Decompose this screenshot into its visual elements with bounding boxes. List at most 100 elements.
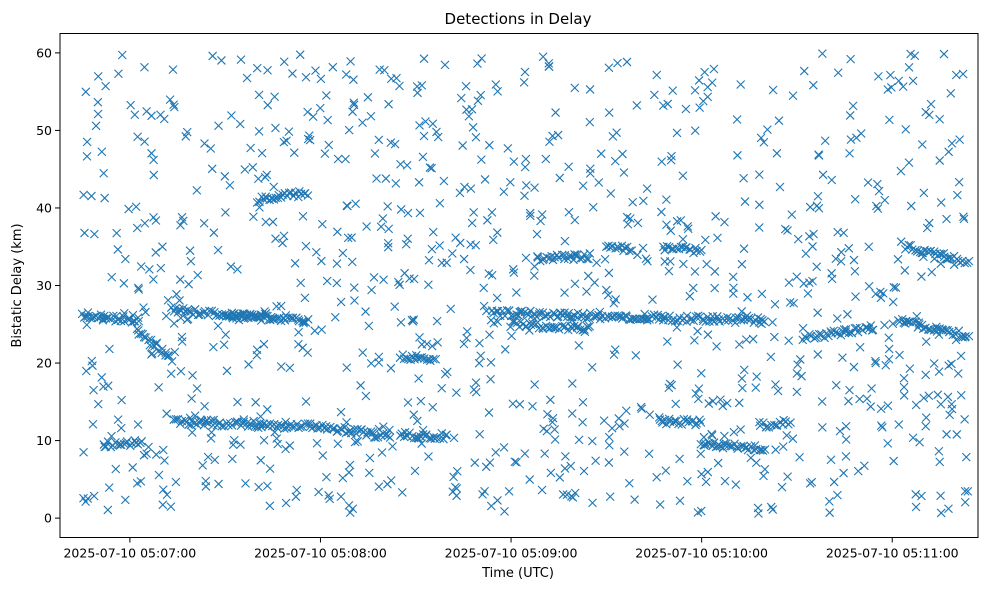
data-point bbox=[666, 155, 676, 165]
y-tick-label: 50 bbox=[36, 123, 52, 138]
data-point bbox=[535, 307, 545, 317]
data-point bbox=[144, 265, 154, 274]
data-point bbox=[192, 384, 202, 393]
data-point bbox=[785, 297, 795, 307]
data-point bbox=[691, 312, 701, 322]
data-point bbox=[754, 223, 764, 232]
data-point bbox=[788, 434, 798, 444]
data-point bbox=[797, 371, 806, 381]
data-point bbox=[421, 117, 430, 126]
data-point bbox=[459, 254, 469, 264]
data-point bbox=[832, 314, 842, 323]
data-point bbox=[172, 289, 181, 299]
data-point bbox=[439, 434, 448, 444]
data-point bbox=[133, 132, 143, 142]
data-point bbox=[383, 242, 393, 252]
data-point bbox=[588, 498, 597, 508]
data-point bbox=[260, 172, 270, 182]
data-point bbox=[954, 177, 964, 187]
data-point bbox=[480, 175, 490, 184]
data-point bbox=[245, 310, 255, 320]
data-point bbox=[384, 99, 393, 109]
data-point bbox=[601, 285, 611, 295]
data-point bbox=[637, 404, 647, 414]
data-point bbox=[963, 486, 973, 496]
data-point bbox=[184, 306, 194, 316]
data-point bbox=[371, 433, 380, 443]
data-point bbox=[187, 428, 197, 437]
data-point bbox=[147, 148, 156, 158]
data-point bbox=[219, 340, 229, 350]
data-point bbox=[701, 317, 711, 327]
data-point bbox=[548, 413, 558, 423]
data-point bbox=[208, 51, 218, 61]
data-point bbox=[694, 76, 704, 85]
data-point bbox=[851, 292, 860, 301]
data-point bbox=[553, 130, 563, 140]
data-point bbox=[81, 87, 91, 97]
data-point bbox=[460, 182, 469, 192]
data-point bbox=[704, 399, 714, 408]
data-point bbox=[712, 312, 722, 321]
data-point bbox=[477, 54, 487, 63]
data-point bbox=[213, 321, 223, 331]
data-point bbox=[841, 327, 851, 337]
data-point bbox=[89, 229, 99, 239]
data-point bbox=[770, 420, 779, 430]
data-point bbox=[96, 312, 106, 322]
data-point bbox=[884, 115, 894, 125]
data-point bbox=[221, 208, 230, 217]
data-point bbox=[530, 183, 539, 192]
data-point bbox=[140, 62, 149, 72]
data-point bbox=[470, 458, 480, 468]
data-point bbox=[385, 433, 395, 443]
data-point bbox=[934, 446, 944, 456]
data-point bbox=[261, 217, 271, 227]
x-axis: 2025-07-10 05:07:00 2025-07-10 05:08:00 20… bbox=[63, 537, 959, 561]
data-point bbox=[259, 339, 269, 349]
data-point bbox=[428, 119, 438, 129]
data-point bbox=[151, 216, 161, 225]
data-point bbox=[192, 186, 202, 195]
data-point bbox=[814, 150, 823, 160]
data-point bbox=[83, 308, 93, 317]
data-point bbox=[239, 415, 249, 424]
data-point bbox=[328, 62, 338, 72]
data-point bbox=[951, 335, 961, 345]
data-point bbox=[664, 266, 674, 276]
data-point bbox=[743, 292, 752, 302]
data-point bbox=[908, 76, 918, 86]
data-point bbox=[500, 311, 510, 321]
data-point bbox=[301, 241, 311, 251]
data-point bbox=[305, 419, 315, 429]
data-point bbox=[279, 57, 289, 67]
data-point bbox=[569, 255, 578, 265]
data-point bbox=[884, 333, 894, 343]
data-point bbox=[769, 332, 779, 342]
data-point bbox=[158, 242, 167, 252]
data-point bbox=[880, 320, 889, 330]
data-point bbox=[666, 226, 676, 236]
data-point bbox=[536, 216, 545, 226]
data-point bbox=[455, 188, 465, 198]
data-point bbox=[301, 397, 311, 406]
data-point bbox=[136, 476, 146, 486]
data-point bbox=[944, 147, 954, 157]
data-point bbox=[116, 316, 126, 326]
data-point bbox=[825, 508, 835, 518]
data-point bbox=[783, 226, 792, 235]
data-point bbox=[559, 254, 569, 264]
data-point bbox=[622, 212, 632, 222]
data-point bbox=[953, 369, 963, 378]
data-point bbox=[936, 491, 945, 501]
data-point bbox=[643, 256, 652, 266]
data-point bbox=[904, 63, 914, 72]
data-point bbox=[754, 200, 764, 210]
data-point bbox=[400, 427, 410, 437]
data-point bbox=[163, 351, 173, 361]
data-point bbox=[542, 426, 552, 436]
data-point bbox=[855, 342, 865, 352]
data-point bbox=[619, 447, 629, 456]
data-point bbox=[363, 92, 373, 102]
data-point bbox=[462, 327, 472, 336]
